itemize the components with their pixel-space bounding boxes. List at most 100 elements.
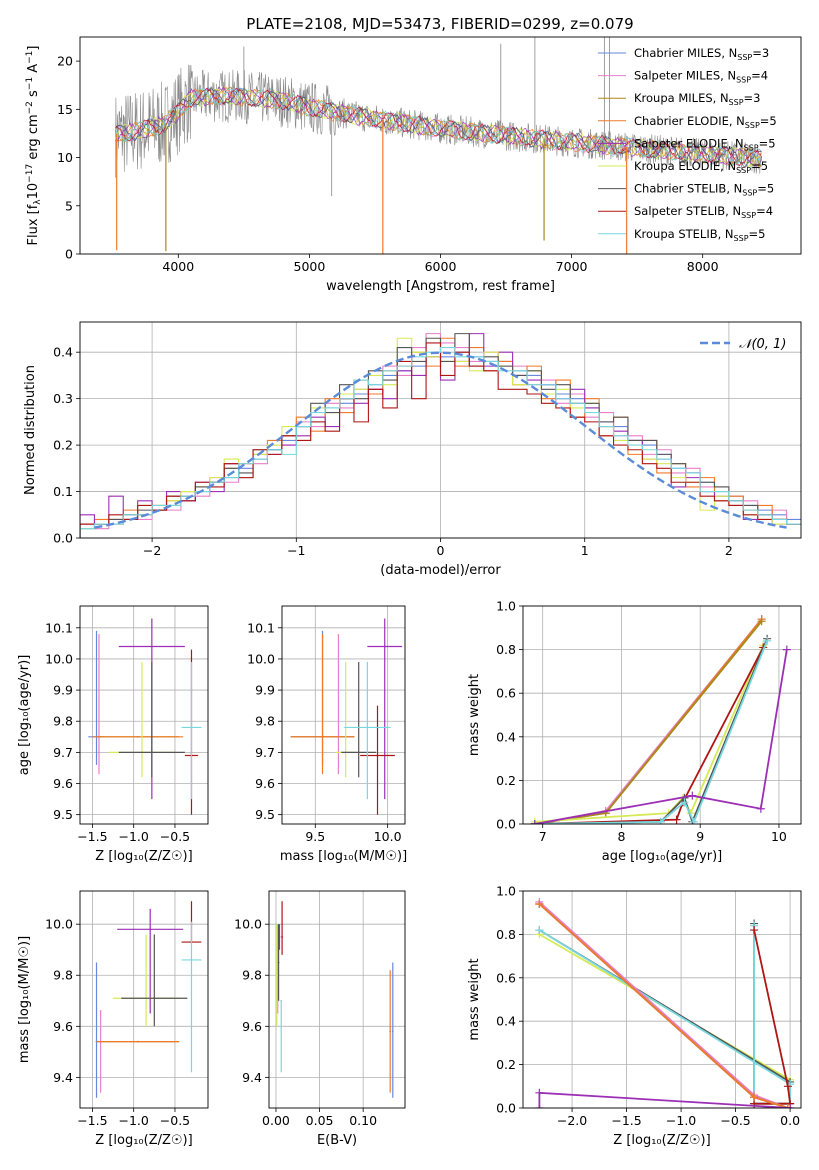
y-tick-label: 0.6 [496, 970, 516, 985]
y-axis-label-part: −1 [25, 77, 35, 90]
legend-label: 𝒩(0, 1) [739, 337, 786, 352]
y-tick-label: 9.8 [255, 714, 275, 729]
x-tick-label: −1 [287, 543, 305, 558]
legend-label-sub: SSP [729, 98, 744, 107]
panel-residuals: −2 −1 0 1 2 0.0 0.1 0.2 0.3 0.4 (data-model)/error… [23, 321, 802, 578]
legend-label-suffix: =5 [760, 114, 777, 128]
weight-marker [535, 1088, 544, 1097]
y-tick-label: 0.0 [53, 531, 73, 546]
y-tick-label: 9.8 [242, 968, 262, 983]
y-axis-label-part: erg cm [26, 114, 41, 163]
y-axis-label-part: s [26, 90, 41, 101]
y-tick-label: 9.5 [255, 807, 275, 822]
weight-line-salpeter_stelib [534, 646, 764, 824]
x-tick-label: −1.0 [118, 829, 148, 844]
x-tick-label: 0.00 [262, 1113, 290, 1128]
legend-label-suffix: =4 [751, 69, 768, 83]
x-tick-label: −1.5 [77, 1113, 107, 1128]
plot-area [95, 901, 202, 1098]
model-spectrum-salpeter_stelib [115, 87, 763, 167]
data-point [357, 751, 360, 754]
legend-label-suffix: =5 [759, 136, 776, 150]
legend-label: Salpeter ELODIE, NSSP=5 [634, 136, 776, 152]
legend-label-sub: SSP [736, 166, 751, 175]
plot-area [275, 901, 394, 1098]
legend-label-main: Salpeter MILES, N [634, 69, 736, 83]
y-tick-label: 10.1 [45, 620, 73, 635]
y-tick-label: 0.4 [496, 1014, 516, 1029]
x-axis-label: Z [log₁₀(Z/Z☉)] [95, 1133, 192, 1148]
weight-marker [782, 645, 791, 654]
x-tick-label: 5000 [294, 259, 326, 274]
legend-label-main: Kroupa MILES, N [634, 91, 729, 105]
legend-label-sub: SSP [744, 143, 759, 152]
y-tick-label: 0.2 [53, 438, 73, 453]
x-tick-label: 0 [437, 543, 445, 558]
legend-label-sub: SSP [736, 76, 751, 85]
data-point [136, 1040, 139, 1043]
data-point [275, 974, 278, 977]
x-tick-label: −1.5 [611, 1113, 641, 1128]
x-tick-label: 6000 [425, 259, 457, 274]
observed-spectrum-line [115, 64, 762, 178]
y-tick-label: 0.3 [53, 391, 73, 406]
y-tick-label: 5 [65, 198, 73, 213]
x-tick-label: −1.0 [666, 1113, 696, 1128]
legend-label-suffix: =3 [752, 46, 769, 60]
x-tick-label: −0.5 [160, 829, 190, 844]
panel-spectrum: 4000 5000 6000 7000 8000 0 5 10 15 20 wavelength [… [25, 36, 802, 294]
legend-label: Salpeter STELIB, NSSP=4 [634, 204, 773, 220]
legend-label: Kroupa STELIB, NSSP=5 [634, 227, 765, 243]
legend-label-main: Salpeter STELIB, N [634, 204, 741, 218]
weight-line-kroupa_elodie [538, 933, 791, 1105]
axes-frame [79, 36, 802, 255]
x-tick-label: 10.0 [374, 829, 402, 844]
y-axis-label-part: 10 [26, 183, 41, 200]
data-point [376, 754, 379, 757]
data-point [190, 959, 193, 961]
y-axis-label: Normed distribution [23, 365, 38, 495]
y-tick-label: 9.7 [255, 745, 275, 760]
y-axis-label-part: −2 [25, 101, 35, 114]
panel-age_vs_Z: −1.5 −1.0 −0.5 9.5 9.6 9.7 9.8 9.9 10.0 10.1 Z [lo… [17, 605, 209, 864]
y-tick-label: 9.7 [53, 745, 73, 760]
x-tick-label: 1 [581, 543, 589, 558]
y-tick-label: 0.4 [53, 345, 73, 360]
y-tick-label: 0.0 [496, 1101, 516, 1116]
plot-area [290, 618, 403, 815]
axes-frame [79, 605, 209, 825]
y-tick-label: 0.8 [496, 642, 516, 657]
x-tick-label: 0.05 [306, 1113, 334, 1128]
y-tick-label: 0 [65, 247, 73, 262]
y-tick-label: 9.8 [53, 714, 73, 729]
x-axis-label: mass [log₁₀(M/M☉)] [280, 849, 407, 864]
legend-label-main: Chabrier MILES, N [634, 46, 737, 60]
y-axis-label-part: Flux [f [26, 204, 41, 245]
y-tick-label: 9.6 [255, 776, 275, 791]
y-tick-label: 9.4 [242, 1070, 262, 1085]
weight-line-kroupa_stelib [534, 640, 768, 824]
weight-marker [756, 804, 765, 813]
legend-label: Salpeter MILES, NSSP=4 [634, 69, 768, 85]
legend-label-sub: SSP [734, 234, 749, 243]
model-spectrum-chabrier_elodie [115, 86, 762, 168]
x-tick-label: 0.10 [349, 1113, 377, 1128]
x-tick-label: 10 [771, 829, 787, 844]
y-axis-label-part: −1 [25, 51, 35, 64]
legend-label-sub: SSP [745, 121, 760, 130]
legend-label-suffix: =4 [756, 204, 773, 218]
plot-area [115, 37, 763, 254]
weight-line-chabrier_stelib [534, 638, 768, 824]
weight-line-kroupa_miles [534, 620, 763, 824]
data-point [389, 1030, 392, 1033]
y-tick-label: 9.9 [53, 683, 73, 698]
legend-label-main: Chabrier ELODIE, N [634, 114, 745, 128]
y-tick-label: 0.2 [496, 773, 516, 788]
data-point [190, 726, 193, 729]
weight-marker [680, 798, 689, 807]
legend-label-main: Kroupa ELODIE, N [634, 159, 736, 173]
x-axis-label: (data-model)/error [380, 563, 501, 578]
